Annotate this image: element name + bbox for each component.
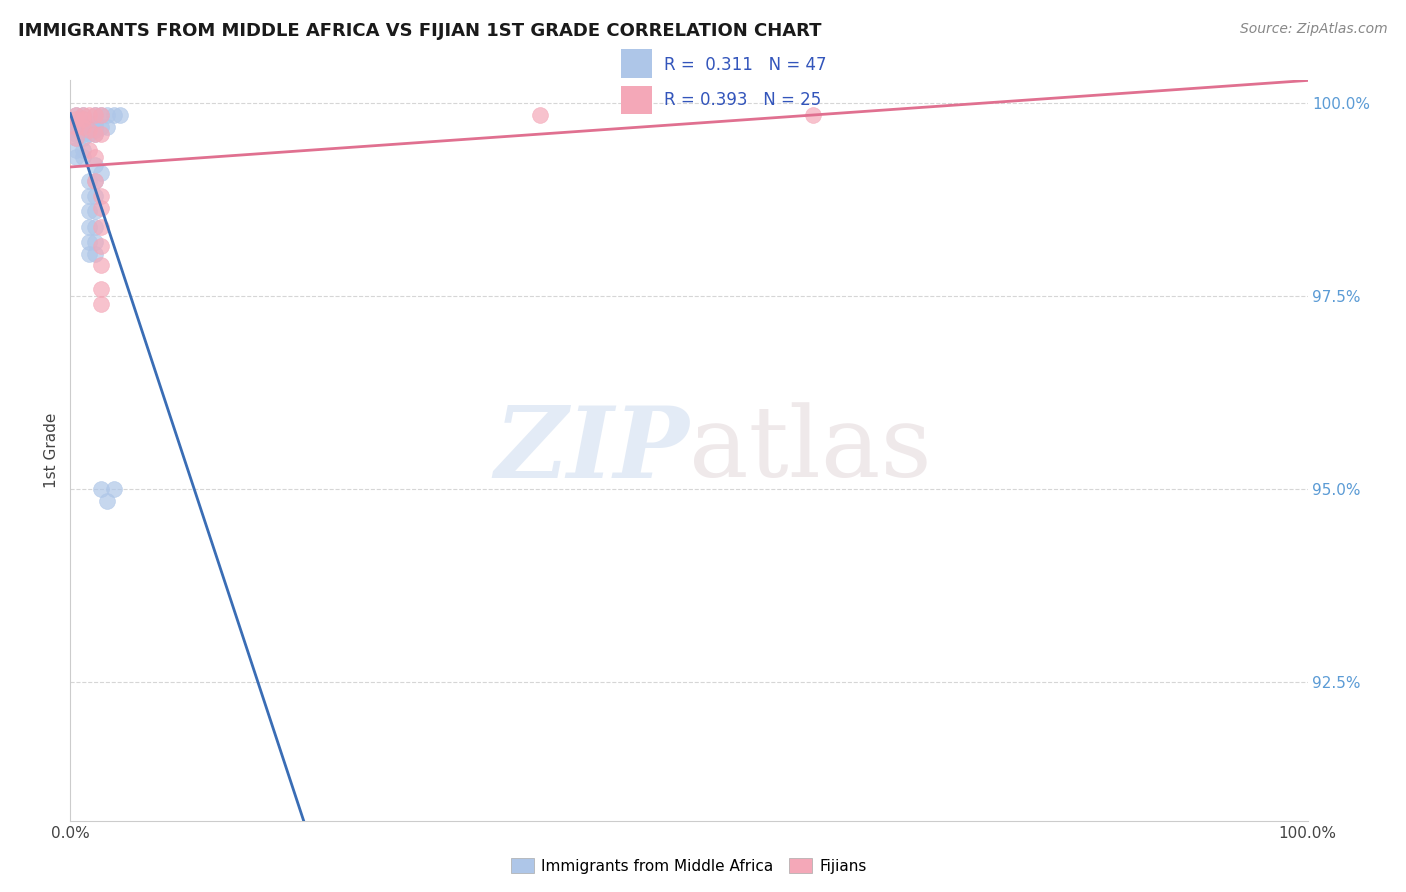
Point xyxy=(77,219,100,234)
Point xyxy=(84,173,107,187)
Point xyxy=(72,120,94,134)
Point xyxy=(65,131,87,145)
Point xyxy=(77,204,100,219)
Point xyxy=(77,235,100,250)
Bar xyxy=(621,86,652,114)
Point xyxy=(65,143,87,157)
Point xyxy=(103,108,125,122)
Point xyxy=(65,116,87,130)
Point xyxy=(65,131,87,145)
Point xyxy=(84,173,107,187)
Point xyxy=(65,128,87,142)
Point xyxy=(96,120,118,134)
Point xyxy=(90,219,112,234)
Point xyxy=(77,108,100,122)
Point xyxy=(84,108,107,122)
Point xyxy=(529,108,551,122)
Point xyxy=(90,482,112,496)
Y-axis label: 1st Grade: 1st Grade xyxy=(44,413,59,488)
Point xyxy=(84,120,107,134)
Point xyxy=(72,131,94,145)
Point xyxy=(77,128,100,142)
Point xyxy=(103,482,125,496)
Point xyxy=(72,120,94,134)
Point xyxy=(84,219,107,234)
Point xyxy=(90,239,112,253)
Point xyxy=(65,108,87,122)
Point xyxy=(84,235,107,250)
Point xyxy=(77,189,100,203)
Point xyxy=(77,247,100,261)
Point xyxy=(90,281,112,295)
Point xyxy=(90,128,112,142)
Point xyxy=(77,123,100,137)
Point xyxy=(90,120,112,134)
Point xyxy=(84,108,107,122)
Point xyxy=(90,108,112,122)
Point xyxy=(84,128,107,142)
Point xyxy=(77,120,100,134)
Point xyxy=(72,150,94,164)
Point xyxy=(90,108,112,122)
Text: Source: ZipAtlas.com: Source: ZipAtlas.com xyxy=(1240,22,1388,37)
Point xyxy=(90,258,112,272)
Text: IMMIGRANTS FROM MIDDLE AFRICA VS FIJIAN 1ST GRADE CORRELATION CHART: IMMIGRANTS FROM MIDDLE AFRICA VS FIJIAN … xyxy=(18,22,821,40)
Text: R =  0.311   N = 47: R = 0.311 N = 47 xyxy=(664,56,827,74)
Point xyxy=(65,112,87,126)
Bar xyxy=(621,49,652,78)
Point xyxy=(77,173,100,187)
Point xyxy=(77,143,100,157)
Point xyxy=(90,189,112,203)
Text: atlas: atlas xyxy=(689,402,932,499)
Point xyxy=(90,297,112,311)
Point xyxy=(84,158,107,172)
Point xyxy=(72,128,94,142)
Point xyxy=(72,116,94,130)
Point xyxy=(72,108,94,122)
Point xyxy=(801,108,824,122)
Point xyxy=(72,123,94,137)
Legend: Immigrants from Middle Africa, Fijians: Immigrants from Middle Africa, Fijians xyxy=(505,852,873,880)
Point xyxy=(72,108,94,122)
Point xyxy=(96,493,118,508)
Point xyxy=(90,166,112,180)
Point xyxy=(84,247,107,261)
Point xyxy=(65,108,87,122)
Point xyxy=(65,120,87,134)
Point xyxy=(65,123,87,137)
Point xyxy=(84,150,107,164)
Point xyxy=(72,143,94,157)
Point xyxy=(84,189,107,203)
Point xyxy=(77,123,100,137)
Text: ZIP: ZIP xyxy=(494,402,689,499)
Point xyxy=(84,128,107,142)
Text: R = 0.393   N = 25: R = 0.393 N = 25 xyxy=(664,91,821,109)
Point xyxy=(96,108,118,122)
Point xyxy=(84,116,107,130)
Point xyxy=(65,120,87,134)
Point xyxy=(72,112,94,126)
Point xyxy=(108,108,131,122)
Point xyxy=(84,204,107,219)
Point xyxy=(84,123,107,137)
Point xyxy=(65,150,87,164)
Point xyxy=(90,201,112,215)
